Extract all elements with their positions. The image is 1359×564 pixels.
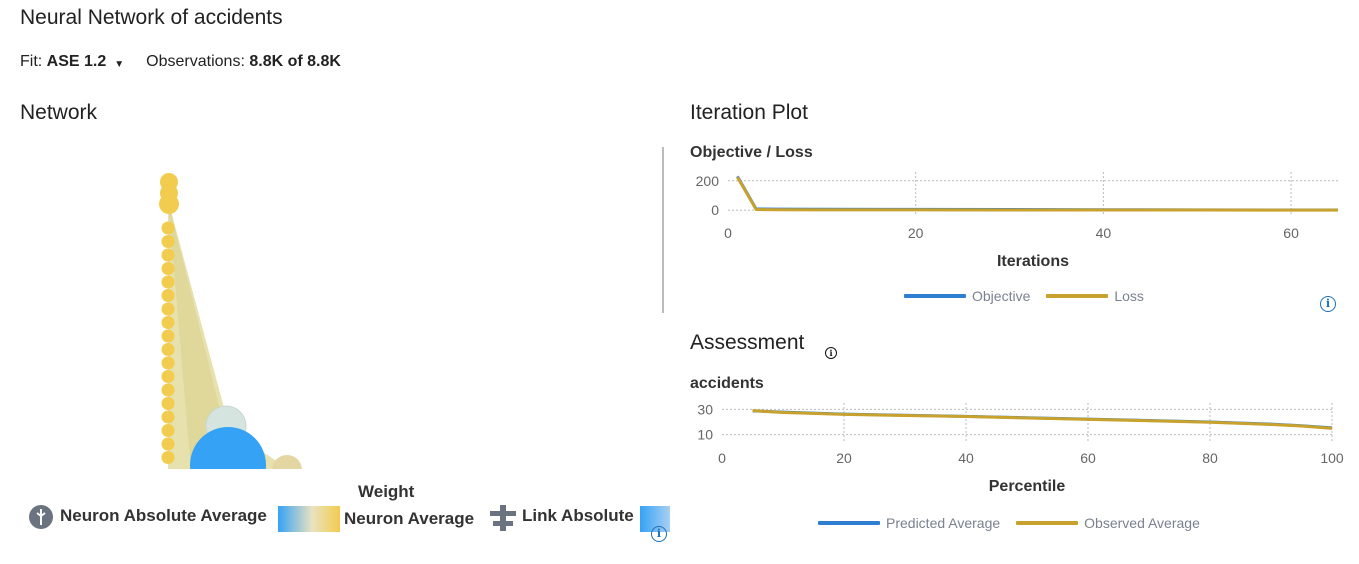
panel-divider[interactable] xyxy=(662,147,664,313)
fit-statistic-dropdown[interactable]: ASE 1.2 ▼ xyxy=(47,53,147,71)
legend-predicted-average[interactable]: Predicted Average xyxy=(818,515,1000,531)
legend-observed-average[interactable]: Observed Average xyxy=(1016,515,1200,531)
legend-loss[interactable]: Loss xyxy=(1046,288,1144,304)
input-neuron xyxy=(161,451,175,464)
input-neuron xyxy=(161,356,175,370)
input-neuron xyxy=(161,343,175,356)
link-absolute-icon xyxy=(490,505,516,531)
network-info-icon[interactable]: i xyxy=(651,526,667,542)
legend-objective-label: Objective xyxy=(972,288,1031,304)
output-neuron xyxy=(272,455,302,469)
series-line-observed-average xyxy=(752,409,1333,430)
network-diagram[interactable] xyxy=(150,160,350,470)
x-tick-label: 60 xyxy=(1283,225,1299,241)
x-tick-label: 100 xyxy=(1320,450,1344,466)
fit-label: Fit: xyxy=(20,53,43,70)
iteration-chart[interactable]: 0 20 40 60 0 200 Iterations xyxy=(680,168,1359,278)
y-tick-label: 200 xyxy=(696,173,720,189)
series-line-loss xyxy=(736,176,1338,212)
y-tick-label: 10 xyxy=(697,427,713,443)
y-tick-label: 30 xyxy=(697,401,713,417)
accidents-chart-title: accidents xyxy=(690,375,764,392)
fit-bar: Fit: ASE 1.2 ▼ Observations: 8.8K of 8.8… xyxy=(20,53,341,71)
x-axis-label: Iterations xyxy=(997,253,1069,270)
chevron-down-icon: ▼ xyxy=(114,58,125,70)
input-neuron xyxy=(159,194,179,214)
input-neuron xyxy=(161,275,175,289)
observations-value: 8.8K of 8.8K xyxy=(249,53,341,70)
x-tick-label: 20 xyxy=(908,225,924,241)
x-tick-label: 20 xyxy=(836,450,852,466)
legend-loss-label: Loss xyxy=(1114,288,1144,304)
neuron-absolute-average-label: Neuron Absolute Average xyxy=(60,506,267,525)
input-neuron xyxy=(161,302,175,316)
input-neuron xyxy=(161,235,175,248)
x-tick-label: 40 xyxy=(1096,225,1112,241)
input-neuron xyxy=(161,437,175,451)
observed-swatch xyxy=(1016,521,1079,525)
input-neuron xyxy=(161,248,175,262)
network-link-fan xyxy=(168,200,220,460)
x-tick-label: 40 xyxy=(958,450,974,466)
x-tick-label: 0 xyxy=(718,450,726,466)
legend-objective[interactable]: Objective xyxy=(904,288,1030,304)
legend-observed-label: Observed Average xyxy=(1084,515,1200,531)
x-tick-label: 80 xyxy=(1202,450,1218,466)
input-neuron xyxy=(161,289,175,302)
series-line-objective xyxy=(736,175,1338,212)
x-tick-label: 0 xyxy=(724,225,732,241)
input-neuron xyxy=(161,383,175,397)
input-neuron xyxy=(161,262,175,275)
link-absolute-label: Link Absolute xyxy=(522,506,634,525)
assessment-chart[interactable]: 0 20 40 60 80 100 10 30 Percentile xyxy=(680,397,1359,499)
weight-legend-title: Weight xyxy=(358,482,415,501)
objective-swatch xyxy=(904,294,966,298)
neuron-absolute-icon xyxy=(28,504,54,530)
objective-loss-chart-title: Objective / Loss xyxy=(690,144,813,161)
neuron-average-label: Neuron Average xyxy=(344,509,475,528)
input-neuron xyxy=(161,397,175,410)
input-neuron xyxy=(161,221,175,235)
y-tick-label: 0 xyxy=(711,202,719,218)
predicted-swatch xyxy=(818,521,880,525)
assessment-info-icon[interactable]: i xyxy=(825,347,837,359)
neuron-weight-gradient xyxy=(278,506,340,532)
observations-label: Observations: xyxy=(146,53,245,70)
x-axis-label: Percentile xyxy=(989,478,1066,495)
iteration-info-icon[interactable]: i xyxy=(1320,296,1336,312)
assessment-title: Assessment xyxy=(690,331,805,354)
input-neuron xyxy=(161,370,175,383)
input-neuron xyxy=(161,316,175,329)
fit-value: ASE 1.2 xyxy=(46,53,107,70)
page-title: Neural Network of accidents xyxy=(20,6,283,29)
hidden-neuron-large xyxy=(190,427,266,469)
input-neuron xyxy=(161,329,175,343)
loss-swatch xyxy=(1046,294,1109,298)
legend-predicted-label: Predicted Average xyxy=(886,515,1001,531)
iteration-legend: Objective Loss xyxy=(904,288,1160,304)
input-neuron xyxy=(161,424,175,437)
input-neuron xyxy=(161,410,175,424)
assessment-legend: Predicted Average Observed Average xyxy=(818,515,1216,531)
iteration-plot-title: Iteration Plot xyxy=(690,101,808,124)
network-title: Network xyxy=(20,101,98,124)
x-tick-label: 60 xyxy=(1080,450,1096,466)
